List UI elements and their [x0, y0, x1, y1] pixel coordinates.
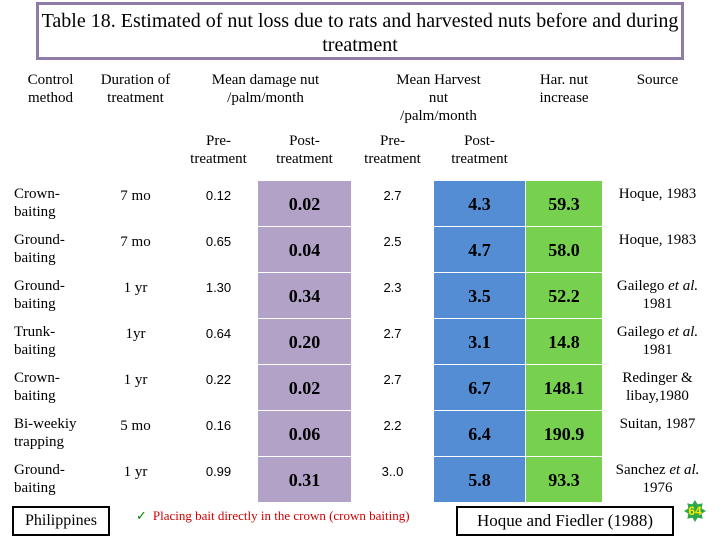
cell-source: Gailego et al. 1981: [602, 318, 714, 365]
source-year: 1976: [642, 480, 673, 496]
cell-method: Crown-baiting: [9, 364, 92, 411]
table-body: Crown-baiting 7 mo 0.12 0.02 2.7 4.3 59.3 Hoque…: [9, 180, 714, 503]
checkmark-icon: ✓: [136, 508, 147, 523]
cell-source: Sanchez et al. 1976: [602, 456, 714, 503]
cell-source: Hoque, 1983: [602, 180, 714, 227]
source-et-al: et al.: [668, 278, 699, 294]
page-number-badge: 64: [684, 500, 706, 522]
cell-har-increase: 52.2: [525, 272, 604, 319]
cell-source: Hoque, 1983: [602, 226, 714, 273]
cell-damage-pre: 0.64: [179, 318, 258, 365]
cell-har-increase: 190.9: [525, 410, 604, 457]
cell-damage-post: 0.02: [257, 180, 352, 227]
source-year: 1981: [642, 342, 673, 358]
cell-duration: 1 yr: [91, 272, 180, 319]
cell-damage-post: 0.02: [257, 364, 352, 411]
cell-harvest-pre: 3..0: [351, 456, 434, 503]
cell-damage-pre: 0.99: [179, 456, 258, 503]
table-row: Ground-baiting 7 mo 0.65 0.04 2.5 4.7 58.0 Hoqu…: [9, 226, 714, 273]
cell-damage-post: 0.20: [257, 318, 352, 365]
cell-harvest-post: 4.3: [432, 180, 527, 227]
cell-har-increase: 93.3: [525, 456, 604, 503]
cell-harvest-post: 4.7: [432, 226, 527, 273]
cell-harvest-post: 3.1: [432, 318, 527, 365]
cell-harvest-post: 5.8: [432, 456, 527, 503]
source-text: Hoque, 1983: [618, 186, 697, 202]
country-label: Philippines: [12, 506, 110, 536]
cell-method: Crown-baiting: [9, 180, 92, 227]
header-harvest-post: Post-treatment: [432, 125, 527, 181]
source-text: Suitan, 1987: [619, 416, 696, 432]
cell-har-increase: 58.0: [525, 226, 604, 273]
cell-harvest-pre: 2.7: [351, 364, 434, 411]
source-text: Gailego: [616, 278, 669, 294]
cell-duration: 1 yr: [91, 456, 180, 503]
cell-harvest-post: 6.4: [432, 410, 527, 457]
cell-damage-post: 0.04: [257, 226, 352, 273]
header-damage-pre: Pre-treatment: [179, 125, 258, 181]
cell-har-increase: 148.1: [525, 364, 604, 411]
table-row: Crown-baiting 1 yr 0.22 0.02 2.7 6.7 148.1 Redi…: [9, 364, 714, 411]
header-mean-harvest: Mean Harvest nut /palm/month: [350, 64, 527, 126]
source-et-al: et al.: [668, 324, 699, 340]
source-text: Sanchez: [615, 462, 670, 478]
cell-damage-pre: 0.12: [179, 180, 258, 227]
cell-method: Ground-baiting: [9, 226, 92, 273]
nut-loss-table: Control method Duration of treatment Mea…: [9, 64, 714, 503]
cell-damage-post: 0.34: [257, 272, 352, 319]
cell-source: Suitan, 1987: [602, 410, 714, 457]
table-title: Table 18. Estimated of nut loss due to r…: [36, 2, 684, 60]
source-text: Redinger & libay,1980: [622, 370, 693, 404]
cell-source: Redinger & libay,1980: [602, 364, 714, 411]
cell-damage-pre: 0.22: [179, 364, 258, 411]
table-row: Trunk-baiting 1yr 0.64 0.20 2.7 3.1 14.8 Gaileg…: [9, 318, 714, 365]
cell-har-increase: 14.8: [525, 318, 604, 365]
cell-damage-post: 0.06: [257, 410, 352, 457]
source-text: Hoque, 1983: [618, 232, 697, 248]
cell-harvest-post: 3.5: [432, 272, 527, 319]
cell-har-increase: 59.3: [525, 180, 604, 227]
cell-method: Bi-weekiy trapping: [9, 410, 92, 457]
cell-damage-post: 0.31: [257, 456, 352, 503]
table-row: Bi-weekiy trapping 5 mo 0.16 0.06 2.2 6.4 190.…: [9, 410, 714, 457]
cell-harvest-pre: 2.5: [351, 226, 434, 273]
cell-method: Ground-baiting: [9, 272, 92, 319]
cell-source: Gailego et al. 1981: [602, 272, 714, 319]
citation: Hoque and Fiedler (1988): [456, 506, 674, 536]
header-mean-damage: Mean damage nut /palm/month: [179, 64, 352, 126]
header-damage-post: Post-treatment: [257, 125, 352, 181]
cell-harvest-post: 6.7: [432, 364, 527, 411]
cell-duration: 5 mo: [91, 410, 180, 457]
cell-method: Ground-baiting: [9, 456, 92, 503]
cell-damage-pre: 0.16: [179, 410, 258, 457]
header-source: Source: [602, 64, 714, 181]
cell-harvest-pre: 2.7: [351, 180, 434, 227]
cell-duration: 7 mo: [91, 180, 180, 227]
cell-harvest-pre: 2.7: [351, 318, 434, 365]
cell-damage-pre: 0.65: [179, 226, 258, 273]
table-row: Ground-baiting 1 yr 0.99 0.31 3..0 5.8 93.3 San…: [9, 456, 714, 503]
table-row: Ground-baiting 1 yr 1.30 0.34 2.3 3.5 52.2 Gail…: [9, 272, 714, 319]
header-control-method: Control method: [9, 64, 92, 181]
cell-duration: 1yr: [91, 318, 180, 365]
cell-method: Trunk-baiting: [9, 318, 92, 365]
table-row: Crown-baiting 7 mo 0.12 0.02 2.7 4.3 59.3 Hoque…: [9, 180, 714, 227]
cell-duration: 1 yr: [91, 364, 180, 411]
footnote: ✓ Placing bait directly in the crown (cro…: [136, 506, 410, 526]
cell-harvest-pre: 2.3: [351, 272, 434, 319]
source-et-al: et al.: [669, 462, 700, 478]
cell-damage-pre: 1.30: [179, 272, 258, 319]
header-har-increase: Har. nut increase: [525, 64, 604, 181]
header-harvest-pre: Pre-treatment: [351, 125, 434, 181]
source-year: 1981: [642, 296, 673, 312]
cell-harvest-pre: 2.2: [351, 410, 434, 457]
cell-duration: 7 mo: [91, 226, 180, 273]
source-text: Gailego: [616, 324, 669, 340]
footnote-text: Placing bait directly in the crown (crow…: [152, 508, 410, 523]
header-duration: Duration of treatment: [91, 64, 180, 181]
